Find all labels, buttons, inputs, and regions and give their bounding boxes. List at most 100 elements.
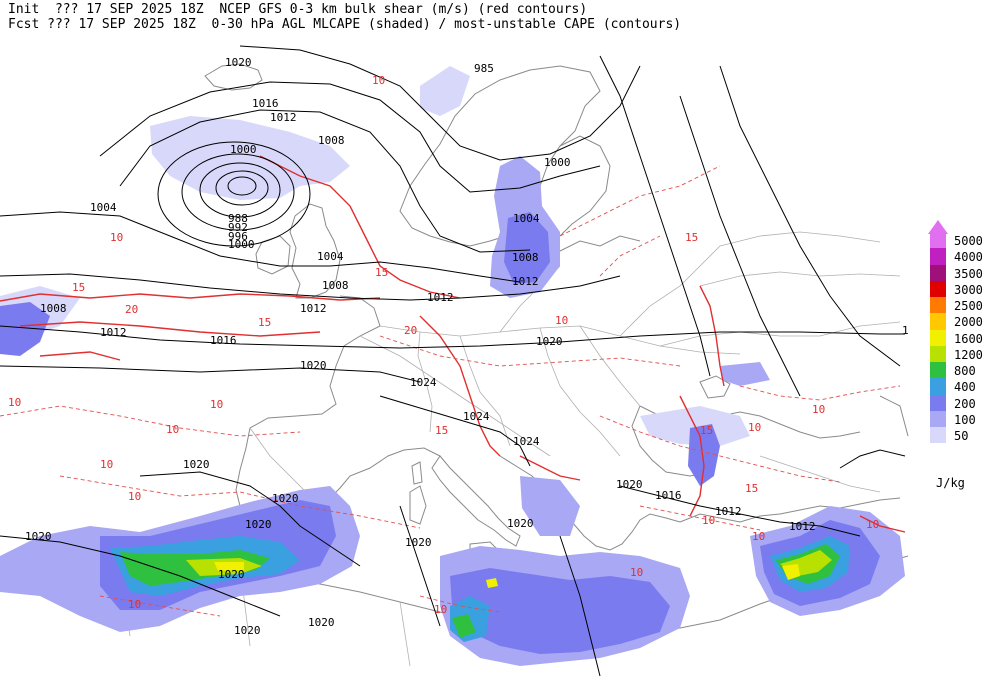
weather-map: 1020 985101610121008100010001004988992996… xyxy=(0,45,909,677)
isobar-label: 1024 xyxy=(513,435,540,448)
isobar-label: 1020 xyxy=(616,478,643,491)
isobar-label: 1020 xyxy=(300,359,327,372)
isobar-label: 985 xyxy=(474,62,494,75)
national-borders xyxy=(119,231,901,667)
shear-contour-label: 15 xyxy=(258,316,271,329)
cape-west-med-1600 xyxy=(214,562,244,571)
cape-baltic-200 xyxy=(504,212,550,284)
shear-contour-label: 10 xyxy=(210,398,223,411)
shear-contour-label: 10 xyxy=(372,74,385,87)
shear-contour-label: 15 xyxy=(72,281,85,294)
shear-contour-label: 10 xyxy=(866,518,879,531)
legend-swatch xyxy=(930,378,946,395)
isobar-label: 1020 xyxy=(536,335,563,348)
legend-label: 800 xyxy=(954,364,976,378)
isobar-label: 1020 xyxy=(245,518,272,531)
shear-contour-label: 15 xyxy=(700,424,713,437)
cape-adriatic xyxy=(520,476,580,536)
legend-label: 200 xyxy=(954,396,976,411)
legend-label: 3500 xyxy=(954,266,983,281)
legend-label: 3000 xyxy=(954,282,983,297)
cape-crimea xyxy=(720,362,770,386)
shear-contour-label: 10 xyxy=(128,598,141,611)
isobar-label: 1020 xyxy=(225,56,252,69)
shear-contour-label: 10 xyxy=(110,231,123,244)
isobar-label: 1 xyxy=(902,324,909,337)
cape-central-med-200 xyxy=(450,568,670,654)
sardinia-outline xyxy=(409,485,427,525)
cape-shading xyxy=(0,66,905,666)
legend-swatch xyxy=(930,410,946,427)
legend-swatch xyxy=(930,345,946,362)
cape-iceland-area xyxy=(150,116,350,200)
black-sea-west xyxy=(631,405,713,477)
shear-contour-label: 10 xyxy=(100,458,113,471)
isobar-label: 1004 xyxy=(317,250,344,263)
isobar-label: 1024 xyxy=(410,376,437,389)
isobar-label: 1004 xyxy=(90,201,117,214)
cape-central-med-800 xyxy=(452,614,476,638)
isobar-label: 1012 xyxy=(789,520,816,533)
shear-contour-label: 15 xyxy=(685,231,698,244)
isobar-label: 1016 xyxy=(252,97,279,110)
legend-label: 5000 xyxy=(954,234,983,248)
shear-contour-label: 10 xyxy=(752,530,765,543)
legend-label: 400 xyxy=(954,380,976,395)
corsica-outline xyxy=(411,461,423,485)
isobar-label: 1012 xyxy=(270,111,297,124)
legend-label: 4000 xyxy=(954,250,983,265)
cape-east-med-1600 xyxy=(782,564,800,580)
legend-units: J/kg xyxy=(936,476,965,490)
isobar-label: 1020 xyxy=(218,568,245,581)
map-header-init: Init ??? 17 SEP 2025 18Z NCEP GFS 0-3 km… xyxy=(8,2,588,17)
legend-label: 50 xyxy=(954,429,969,443)
legend-swatch xyxy=(930,280,946,297)
italy-outline xyxy=(431,455,521,547)
scandinavia-outline xyxy=(399,65,601,247)
isobar-label: 1012 xyxy=(100,326,127,339)
isobar-label: 1000 xyxy=(544,156,571,169)
isobar-label: 1020 xyxy=(25,530,52,543)
isobar-label: 988 xyxy=(228,212,248,225)
isobar-label: 1020 xyxy=(183,458,210,471)
isobar-label: 1020 xyxy=(507,517,534,530)
isobar-labels: 1020 985101610121008100010001004988992996… xyxy=(25,56,909,637)
isobar-contours xyxy=(0,45,906,677)
legend-swatch xyxy=(930,313,946,330)
isobar-label: 992 xyxy=(228,221,248,234)
great-britain-outline xyxy=(289,203,341,299)
west-europe-coast xyxy=(235,295,441,521)
shear-contour-label: 10 xyxy=(166,423,179,436)
cape-atlantic-200 xyxy=(0,302,50,356)
isobar-label: 1004 xyxy=(513,212,540,225)
cape-sicily-yellow xyxy=(486,578,498,588)
legend-label: 1600 xyxy=(954,331,983,346)
isobar-label: 996 xyxy=(228,230,248,243)
shear-contour-label: 10 xyxy=(702,514,715,527)
isobar-label: 1000 xyxy=(230,143,257,156)
isobar-label: 1008 xyxy=(512,251,539,264)
legend-swatch xyxy=(930,394,946,411)
isobar-label: 1012 xyxy=(512,275,539,288)
legend-swatch xyxy=(930,427,946,444)
isobar-label: 1008 xyxy=(40,302,67,315)
cape-blacksea-200 xyxy=(688,424,720,486)
legend-swatch xyxy=(930,329,946,346)
shear-contour-label: 10 xyxy=(630,566,643,579)
shear-contour-label: 10 xyxy=(812,403,825,416)
shear-contour-label: 15 xyxy=(745,482,758,495)
shear-contour-label: 10 xyxy=(128,490,141,503)
shear-contour-label: 10 xyxy=(555,314,568,327)
iceland-outline xyxy=(204,63,263,91)
isobar-label: 1012 xyxy=(715,505,742,518)
shear-contour-label: 15 xyxy=(435,424,448,437)
legend-swatch xyxy=(930,248,946,265)
isobar-label: 1012 xyxy=(427,291,454,304)
isobar-label: 1020 xyxy=(405,536,432,549)
isobar-label: 1020 xyxy=(272,492,299,505)
finland-coast xyxy=(559,135,611,237)
shear-contours xyxy=(0,155,906,533)
map-header-forecast: Fcst ??? 17 SEP 2025 18Z 0-30 hPa AGL ML… xyxy=(8,17,682,32)
legend-label: 2500 xyxy=(954,299,983,313)
